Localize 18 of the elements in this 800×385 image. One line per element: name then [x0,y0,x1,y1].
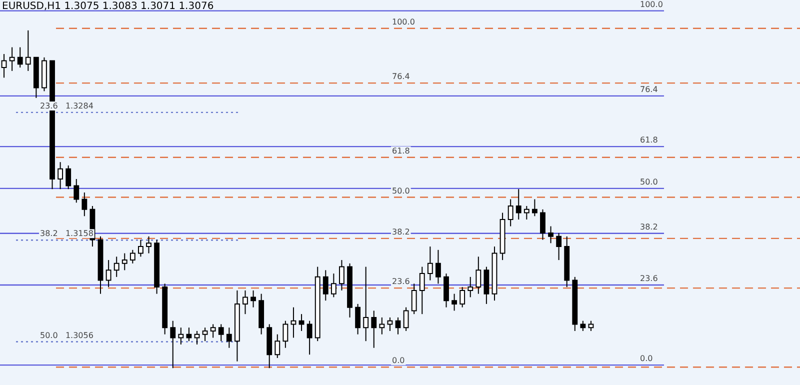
annotation: 23.6 [640,274,658,284]
annotation: 50.0 1.3056 [40,330,94,340]
annotation: 50.0 [640,178,658,187]
annotation: 38.2 [392,228,410,237]
annotation: 61.8 [640,136,658,145]
chart-title: EURUSD,H1 1.3075 1.3083 1.3071 1.3076 [2,1,214,12]
annotation: 38.2 1.3158 [40,229,94,238]
annotation: 0.0 [640,354,653,364]
annotation: 100.0 [640,0,663,9]
annotation: 23.6 [392,277,410,286]
annotation: 50.0 [392,186,410,196]
annotation: 38.2 [640,222,658,232]
annotation: 76.4 [392,72,410,82]
annotation: 61.8 [392,146,410,156]
annotation: 0.0 [392,356,405,366]
annotation: 76.4 [640,84,658,94]
annotation: 100.0 [392,17,415,26]
annotation: 23.6 1.3284 [40,102,94,111]
